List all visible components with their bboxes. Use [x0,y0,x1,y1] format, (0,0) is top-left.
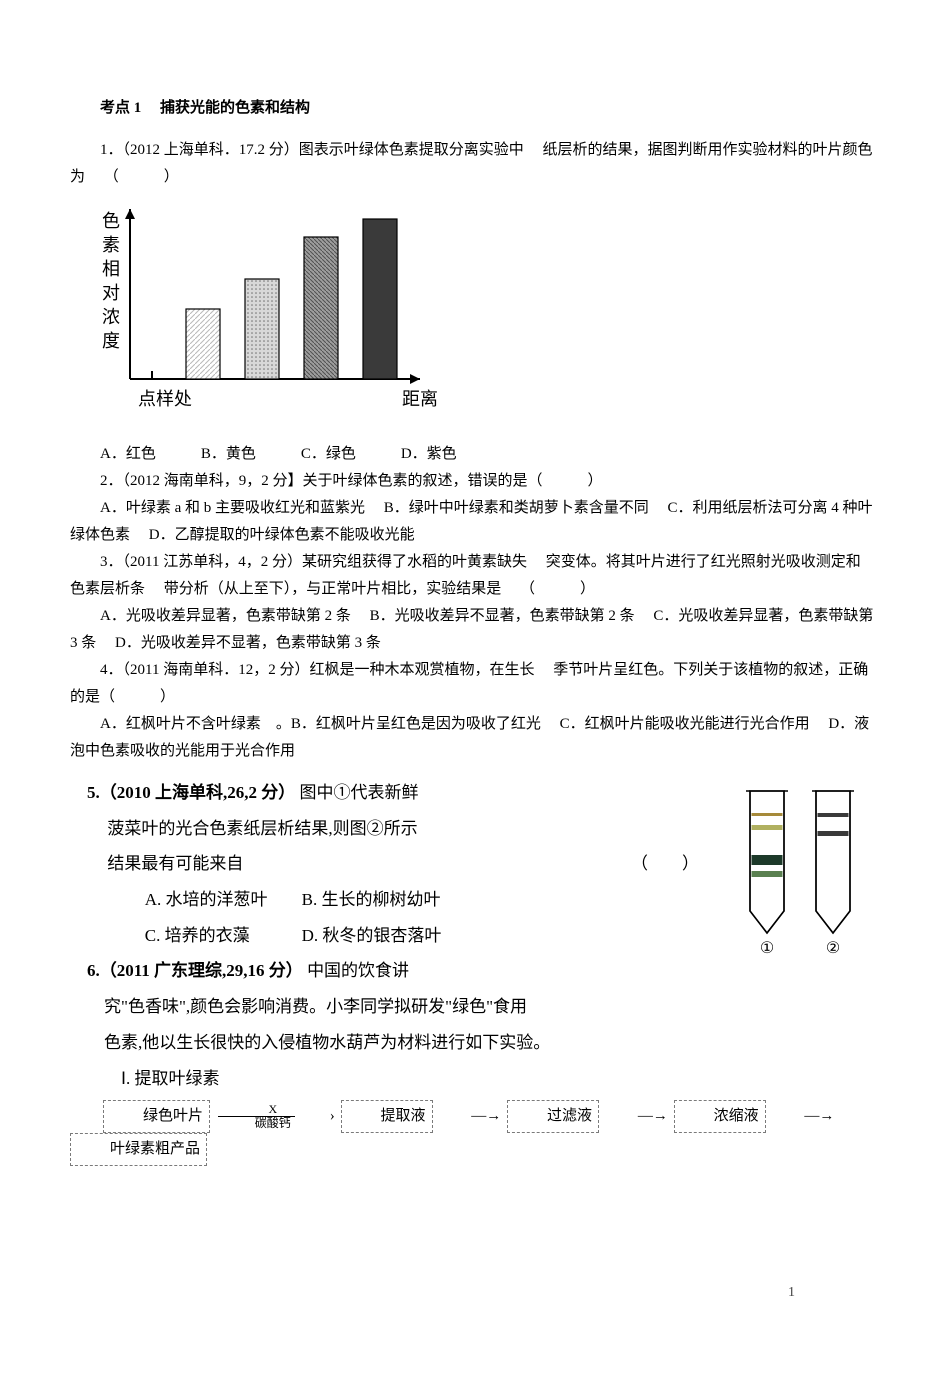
q5-l1: 图中①代表新鲜 [300,783,419,802]
q6-l2: 究"色香味",颜色会影响消费。小李同学拟研发"绿色"食用 [70,989,719,1025]
svg-text:距离: 距离 [402,389,438,409]
flow-box-5: 叶绿素粗产品 [70,1133,207,1166]
q5-optB: B. 生长的柳树幼叶 [302,890,441,909]
q5-l3: 结果最有可能来自 [107,854,243,873]
svg-text:度: 度 [102,331,120,351]
svg-text:②: ② [826,940,840,957]
q6-l1: 中国的饮食讲 [307,961,409,980]
q3-options: A．光吸收差异显著，色素带缺第 2 条 B．光吸收差异不显著，色素带缺第 2 条… [70,603,875,657]
q5-optD: D. 秋冬的银杏落叶 [302,926,442,945]
q6-head: 6.（2011 广东理综,29,16 分） [87,961,303,980]
flow-arrow-frac: X 碳酸钙 › [216,1103,335,1130]
flow-box-1: 绿色叶片 [103,1100,210,1133]
flow-arrow-3: —→ [605,1103,668,1130]
q6: 6.（2011 广东理综,29,16 分） 中国的饮食讲 究"色香味",颜色会影… [70,953,719,1096]
page-number: 1 [788,1280,795,1305]
q6-l3: 色素,他以生长很快的入侵植物水葫芦为材料进行如下实验。 [70,1025,719,1061]
flow-box-2: 提取液 [341,1100,433,1133]
flow-box-3: 过滤液 [507,1100,599,1133]
q1-options: A．红色 B．黄色 C．绿色 D．紫色 [70,441,875,468]
q6-step1: Ⅰ. 提取叶绿素 [70,1061,719,1097]
flow-frac-bot: 碳酸钙 [218,1117,295,1130]
q5-l2: 菠菜叶的光合色素纸层析结果,则图②所示 [70,811,719,847]
svg-text:相: 相 [102,259,120,279]
chromatography-tubes-figure: ①② [725,783,875,968]
flow-arrow-4: —→ [771,1103,834,1130]
svg-text:①: ① [760,940,774,957]
extraction-flowchart: 绿色叶片 X 碳酸钙 › 提取液 —→ 过滤液 —→ 浓缩液 —→ 叶绿素粗产品 [70,1100,875,1166]
pigment-bar-chart: 色素相对浓度点样处 距离 [90,199,875,429]
svg-text:素: 素 [102,235,120,255]
q2-text: 2．（2012 海南单科，9，2 分】关于叶绿体色素的叙述，错误的是（ ） [70,468,875,495]
q5-optC: C. 培养的衣藻 [107,918,297,954]
q5-head: 5.（2010 上海单科,26,2 分） [87,783,295,802]
q4-options: A．红枫叶片不含叶绿素 。B．红枫叶片呈红色是因为吸收了红光 C．红枫叶片能吸收… [70,711,875,765]
svg-text:对: 对 [102,283,120,303]
svg-text:浓: 浓 [102,307,120,327]
q4-text: 4．（2011 海南单科．12，2 分）红枫是一种木本观赏植物，在生长 季节叶片… [70,657,875,711]
q2-options: A．叶绿素 a 和 b 主要吸收红光和蓝紫光 B．绿叶中叶绿素和类胡萝卜素含量不… [70,495,875,549]
q3-text: 3．（2011 江苏单科，4，2 分）某研究组获得了水稻的叶黄素缺失 突变体。将… [70,549,875,603]
flow-arrow-2: —→ [438,1103,501,1130]
q5-paren: （ ） [594,846,699,882]
flow-box-4: 浓缩液 [674,1100,766,1133]
q1-text: 1．（2012 上海单科．17.2 分）图表示叶绿体色素提取分离实验中 纸层析的… [70,137,875,191]
svg-text:点样处: 点样处 [138,389,192,409]
section-heading: 考点 1 捕获光能的色素和结构 [70,95,875,122]
q5: 5.（2010 上海单科,26,2 分） 图中①代表新鲜 菠菜叶的光合色素纸层析… [70,775,719,953]
svg-text:色: 色 [102,211,120,231]
q5-optA: A. 水培的洋葱叶 [107,882,297,918]
